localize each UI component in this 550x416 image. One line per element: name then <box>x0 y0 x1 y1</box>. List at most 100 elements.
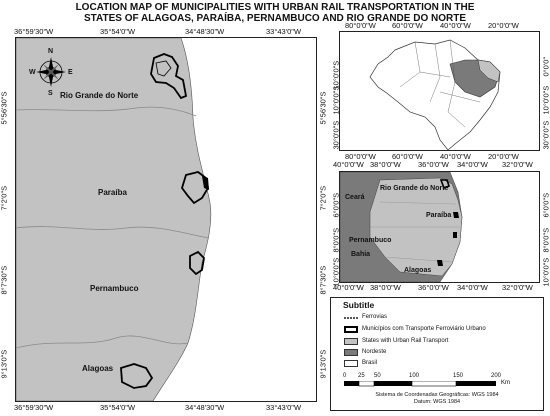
legend-title: Subtitle <box>343 300 375 310</box>
legend-label-ferrovias: Ferrovias <box>362 314 388 320</box>
legend-swatch-municipios <box>344 326 358 333</box>
region-top-coord-4: 34°0'0"W <box>457 160 488 169</box>
region-label-alagoas: Alagoas <box>404 267 432 274</box>
inset-region-map[interactable]: Rio Grande do Norte Ceará Paraíba Pernam… <box>339 171 540 283</box>
brazil-top-coord-4: 20°0'0"W <box>488 21 519 30</box>
label-rio-grande-do-norte: Rio Grande do Norte <box>60 91 139 100</box>
scale-unit: Km <box>501 380 510 386</box>
municipality-joao-pessoa-coast <box>202 176 209 190</box>
label-paraiba: Paraíba <box>98 188 127 197</box>
compass-rose <box>36 57 66 87</box>
scale-tick-200: 200 <box>491 373 502 379</box>
main-left-lat-4: 9°13'0"S <box>0 349 9 379</box>
legend-swatch-brasil <box>344 360 358 367</box>
brazil-top-coord-3: 40°0'0"W <box>440 21 471 30</box>
main-right-lat-2: 7°2'0"S <box>318 185 328 211</box>
region-bottom-coord-5: 32°0'0"W <box>502 283 533 292</box>
main-map[interactable]: N S E W Rio Grande do Norte Paraíba Pern… <box>15 37 317 402</box>
municipality-joao-pessoa <box>181 171 209 205</box>
brazil-right-lat-3: 30°0'0"S <box>541 120 550 150</box>
municipality-recife <box>189 250 205 276</box>
map-title-line-1: LOCATION MAP OF MUNICIPALITIES WITH URBA… <box>75 2 475 13</box>
municipality-natal-inner <box>155 60 172 77</box>
scale-tick-0: 0 <box>343 373 347 379</box>
region-bottom-coord-3: 36°0'0"W <box>418 283 449 292</box>
land-area <box>16 38 212 401</box>
region-municipality-maceio <box>437 260 443 266</box>
label-alagoas: Alagoas <box>82 364 114 373</box>
inset-region-svg <box>340 172 539 282</box>
scale-bar <box>344 381 496 387</box>
main-left-lat-3: 8°7'30"S <box>0 265 9 295</box>
main-bottom-coord-4: 33°43'0"W <box>266 403 302 412</box>
border-pe-al <box>16 335 189 349</box>
scale-tick-50: 50 <box>374 373 381 379</box>
region-right-lat-3: 10°0'0"S <box>541 257 550 287</box>
region-municipality-jp <box>453 212 459 218</box>
region-top-coord-3: 36°0'0"W <box>418 160 449 169</box>
brazil-top-coord-1: 80°0'0"W <box>345 21 376 30</box>
region-municipality-recife <box>453 232 457 238</box>
brazil-bottom-coord-2: 60°0'0"W <box>392 152 423 161</box>
main-top-coord-4: 33°43'0"W <box>266 27 302 36</box>
compass-e: E <box>68 69 73 76</box>
main-top-coord-1: 36°59'30"W <box>14 27 54 36</box>
scale-tick-150: 150 <box>453 373 464 379</box>
main-map-svg <box>16 38 212 401</box>
main-bottom-coord-3: 34°48'30"W <box>185 403 225 412</box>
legend-swatch-ferrovias <box>344 317 358 319</box>
main-bottom-coord-2: 35°54'0"W <box>100 403 136 412</box>
border-rn-pb <box>16 106 197 117</box>
compass-n: N <box>48 48 54 55</box>
legend-panel: Subtitle Ferrovias Municípios com Transp… <box>330 297 544 411</box>
rail-states-region <box>477 59 501 83</box>
main-bottom-coord-1: 36°59'30"W <box>14 403 54 412</box>
region-top-coord-2: 38°0'0"W <box>370 160 401 169</box>
inset-brazil-svg <box>369 39 501 150</box>
brazil-bottom-coord-1: 80°0'0"W <box>345 152 376 161</box>
inset-brazil-map[interactable] <box>339 31 540 151</box>
main-right-lat-4: 9°13'0"S <box>318 349 328 379</box>
municipality-natal <box>150 53 188 100</box>
brazil-bottom-coord-4: 20°0'0"W <box>488 152 519 161</box>
map-title-line-2: STATES OF ALAGOAS, PARAÍBA, PERNAMBUCO A… <box>83 13 467 24</box>
crs-line-1: Sistema de Coordenadas Geográficas: WGS … <box>375 392 499 398</box>
brazil-right-lat-2: 10°0'0"S <box>541 85 550 115</box>
brazil-bottom-coord-3: 40°0'0"W <box>440 152 471 161</box>
scale-tick-100: 100 <box>409 373 420 379</box>
region-right-lat-1: 6°0'0"S <box>541 192 550 218</box>
region-top-coord-5: 32°0'0"W <box>502 160 533 169</box>
main-right-lat-3: 8°7'30"S <box>318 265 328 295</box>
legend-label-municipios: Municípios com Transporte Ferroviário Ur… <box>362 326 486 332</box>
legend-swatch-states-rail <box>344 338 358 345</box>
scale-tick-25: 25 <box>358 373 365 379</box>
region-label-rn: Rio Grande do Norte <box>380 185 449 192</box>
main-top-coord-2: 35°54'0"W <box>100 27 136 36</box>
brazil-top-coord-2: 60°0'0"W <box>392 21 423 30</box>
municipality-maceio <box>120 363 154 389</box>
legend-label-states-rail: States with Urban Rail Transport <box>362 338 449 344</box>
region-bottom-coord-4: 34°0'0"W <box>457 283 488 292</box>
legend-label-brasil: Brasil <box>362 360 378 366</box>
region-label-bahia: Bahia <box>351 251 371 258</box>
map-title: LOCATION MAP OF MUNICIPALITIES WITH URBA… <box>0 2 550 24</box>
main-top-coord-3: 34°48'30"W <box>185 27 225 36</box>
main-left-lat-2: 7°2'0"S <box>0 185 9 211</box>
compass-s: S <box>48 90 53 97</box>
brazil-right-lat-1: 0°0'0" <box>541 56 550 77</box>
legend-label-nordeste: Nordeste <box>362 349 387 355</box>
region-top-coord-1: 40°0'0"W <box>333 160 364 169</box>
region-label-pernambuco: Pernambuco <box>349 237 392 244</box>
compass-w: W <box>29 69 36 76</box>
region-bottom-coord-2: 38°0'0"W <box>370 283 401 292</box>
label-pernambuco: Pernambuco <box>90 284 139 293</box>
region-municipality-natal <box>439 179 450 190</box>
legend-swatch-nordeste <box>344 349 358 356</box>
crs-line-2: Datum: WGS 1984 <box>413 399 461 405</box>
region-label-paraiba: Paraíba <box>426 212 452 219</box>
state-lines <box>399 39 481 128</box>
region-label-ceara: Ceará <box>345 194 365 201</box>
main-right-lat-1: 5°56'30"S <box>318 91 328 125</box>
main-left-lat-1: 5°56'30"S <box>0 91 9 125</box>
border-pb-pe <box>16 226 210 239</box>
